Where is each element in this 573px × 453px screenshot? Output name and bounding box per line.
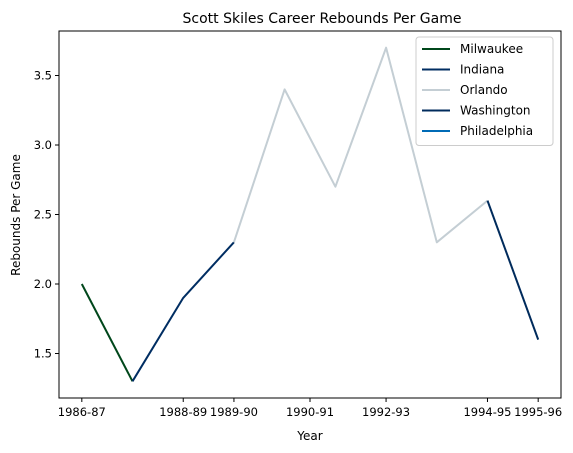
plot-lines bbox=[80, 46, 540, 382]
x-tick-label: 1986-87 bbox=[58, 405, 106, 419]
y-tick-label: 1.5 bbox=[34, 347, 52, 361]
legend-label-indiana: Indiana bbox=[460, 63, 504, 77]
y-tick-label: 2.5 bbox=[34, 208, 52, 222]
x-axis: 1986-87 1988-89 1989-90 1990-91 1992-93 1994-… bbox=[58, 398, 562, 419]
x-tick-label: 1994-95 bbox=[463, 405, 511, 419]
legend-label-washington: Washington bbox=[460, 104, 531, 118]
series-line-orlando bbox=[232, 46, 489, 244]
x-axis-label: Year bbox=[296, 429, 322, 443]
legend-label-philadelphia: Philadelphia bbox=[460, 124, 533, 138]
x-tick-label: 1995-96 bbox=[514, 405, 562, 419]
legend-label-milwaukee: Milwaukee bbox=[460, 42, 523, 56]
series-line-washington bbox=[486, 200, 540, 340]
series-line-milwaukee bbox=[80, 283, 134, 382]
x-tick-label: 1988-89 bbox=[159, 405, 207, 419]
y-tick-label: 2.0 bbox=[34, 277, 52, 291]
legend-label-orlando: Orlando bbox=[460, 83, 508, 97]
chart-title: Scott Skiles Career Rebounds Per Game bbox=[183, 11, 462, 27]
legend: Milwaukee Indiana Orlando Washington Philade… bbox=[415, 36, 554, 146]
y-axis: 1.5 2.0 2.5 3.0 3.5 bbox=[34, 68, 59, 361]
series-line-indiana bbox=[131, 241, 235, 382]
y-axis-label: Rebounds Per Game bbox=[9, 154, 23, 276]
y-tick-label: 3.5 bbox=[34, 68, 52, 82]
legend-box bbox=[415, 36, 554, 146]
x-tick-label: 1992-93 bbox=[362, 405, 410, 419]
x-tick-label: 1990-91 bbox=[286, 405, 334, 419]
x-tick-label: 1989-90 bbox=[210, 405, 258, 419]
y-tick-label: 3.0 bbox=[34, 138, 52, 152]
